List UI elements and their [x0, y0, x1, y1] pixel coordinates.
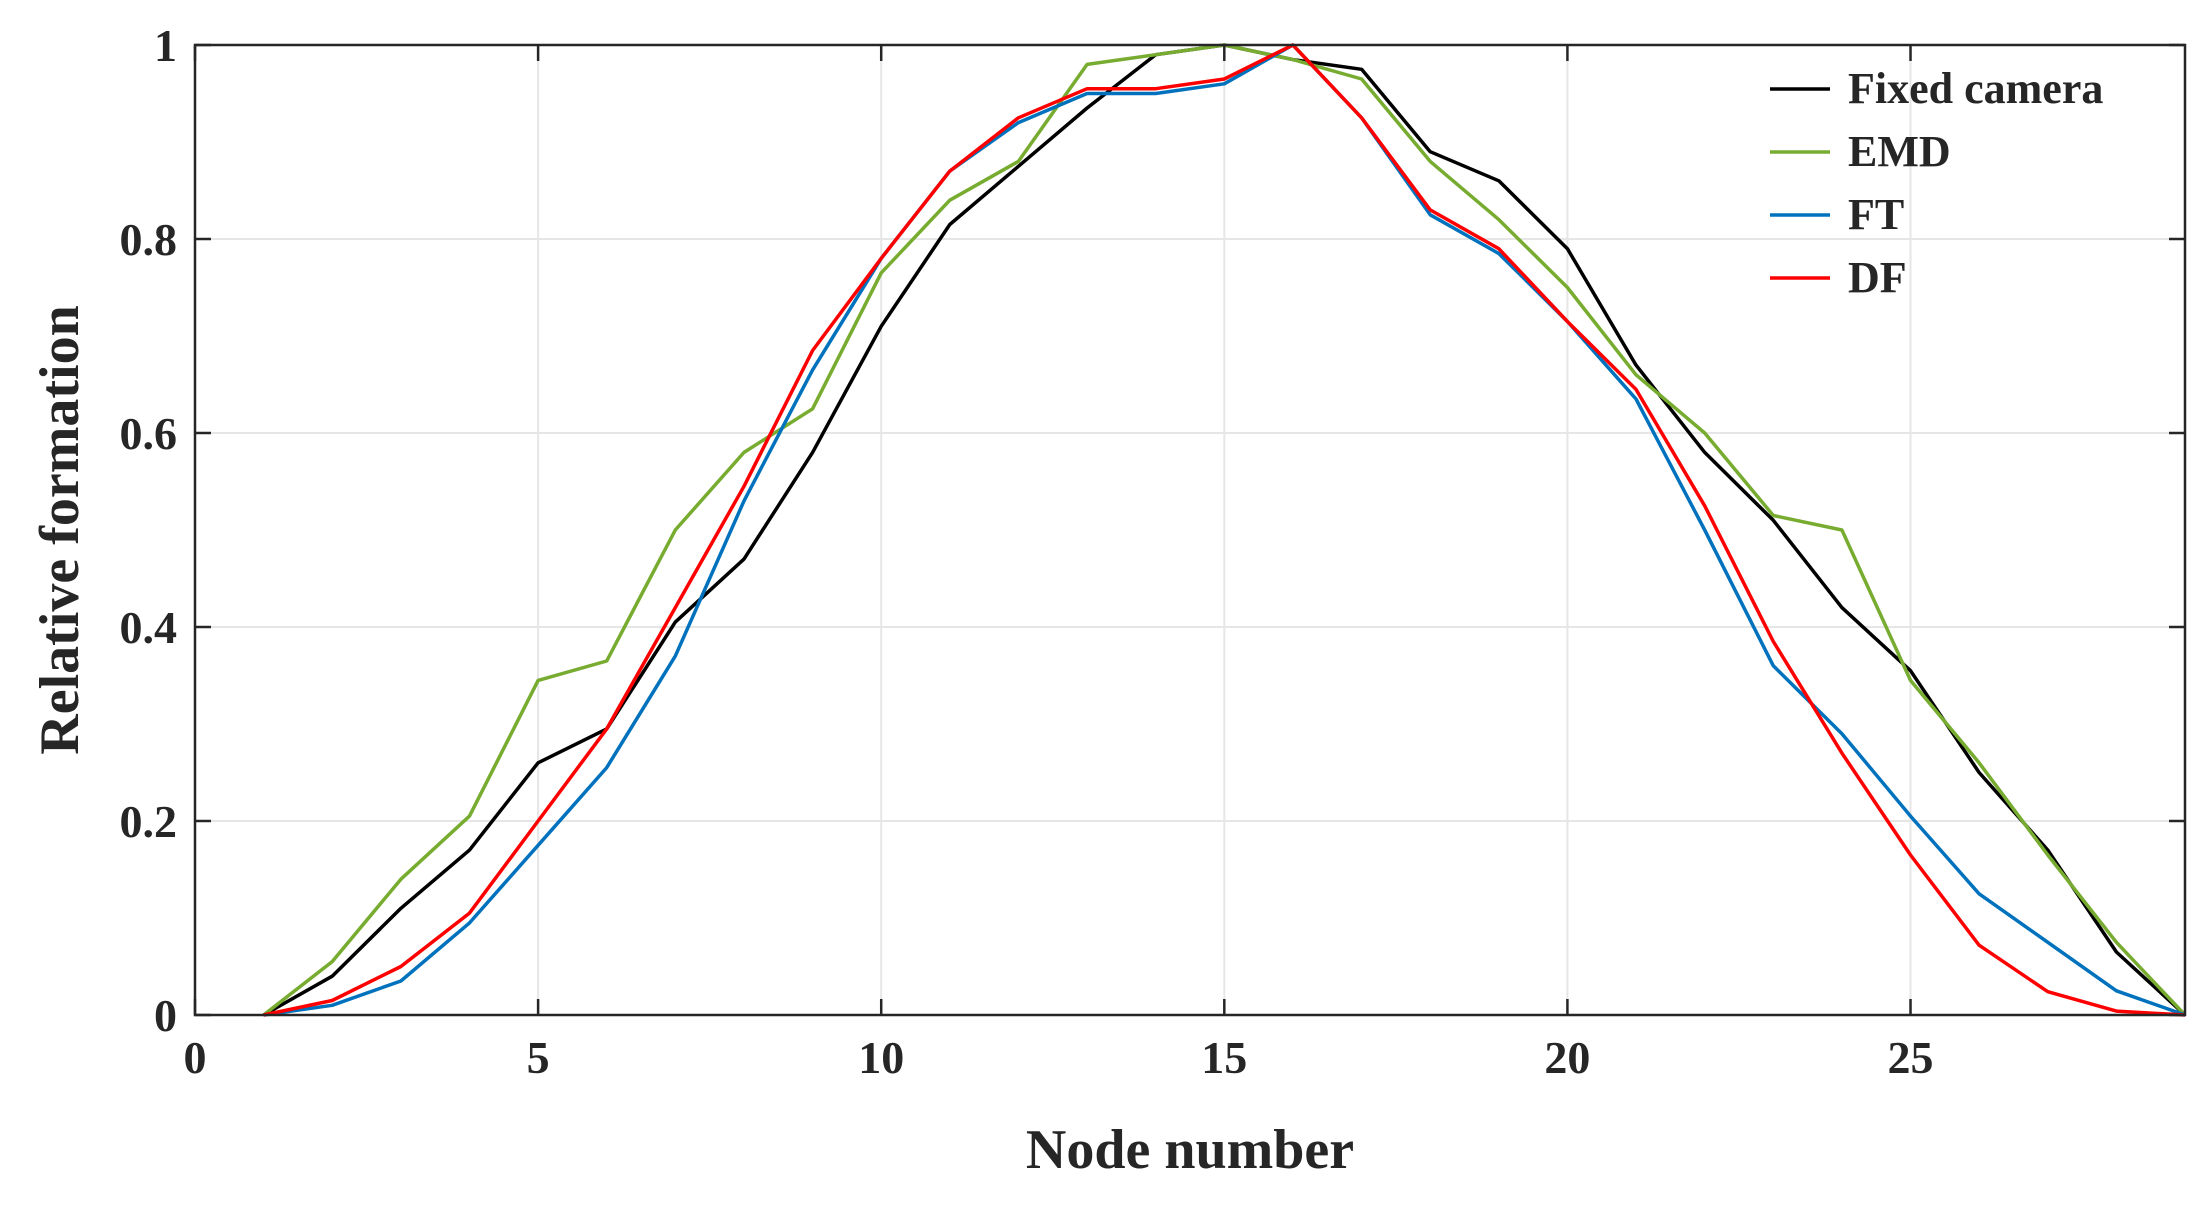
y-tick-label: 0.2 — [120, 796, 178, 847]
y-axis-title: Relative formation — [29, 305, 91, 754]
x-tick-label: 25 — [1888, 1032, 1934, 1083]
legend-label: DF — [1848, 253, 1907, 302]
series-line-df — [263, 43, 2186, 1017]
x-axis-title: Node number — [1026, 1119, 1354, 1181]
x-tick-label: 15 — [1201, 1032, 1247, 1083]
y-tick-label: 0 — [154, 990, 177, 1041]
x-tick-label: 5 — [527, 1032, 550, 1083]
legend-label: EMD — [1848, 127, 1951, 176]
x-tick-label: 0 — [184, 1032, 207, 1083]
y-tick-label: 1 — [154, 20, 177, 71]
legend-label: FT — [1848, 190, 1904, 239]
x-tick-label: 10 — [858, 1032, 904, 1083]
plot-frame — [193, 43, 2187, 1017]
legend-label: Fixed camera — [1848, 64, 2103, 113]
x-tick-label: 20 — [1544, 1032, 1590, 1083]
y-tick-label: 0.6 — [120, 408, 178, 459]
y-tick-label: 0.4 — [120, 602, 178, 653]
series-line-ft — [263, 43, 2186, 1017]
y-tick-label: 0.8 — [120, 214, 178, 265]
